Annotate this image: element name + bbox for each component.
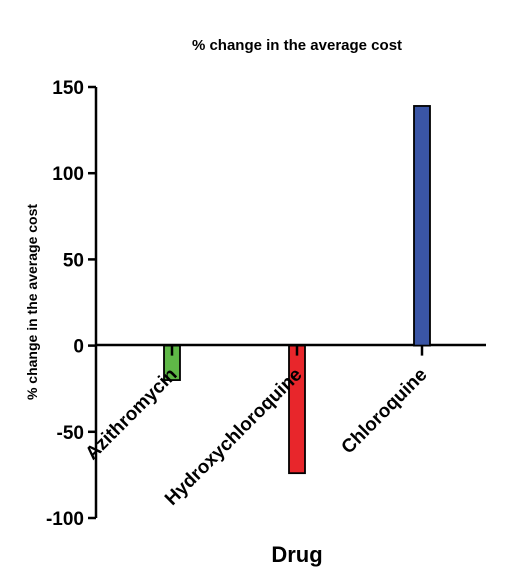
y-tick-label: 50: [63, 250, 84, 271]
chart-title: % change in the average cost: [192, 37, 402, 54]
y-ticks: 150 100 50 0 -50 -100: [46, 78, 96, 530]
bar-chloroquine: [413, 105, 431, 347]
x-tick-label: Hydroxychloroquine: [161, 364, 306, 509]
y-tick-label: -50: [57, 423, 84, 444]
y-axis-label: % change in the average cost: [24, 204, 40, 400]
x-tick-label: Chloroquine: [338, 364, 432, 458]
x-axis-label: Drug: [271, 542, 322, 567]
y-tick-label: -100: [46, 509, 84, 530]
y-tick-label: 100: [52, 164, 84, 185]
y-tick-label: 150: [52, 78, 84, 99]
y-tick-label: 0: [73, 337, 84, 358]
